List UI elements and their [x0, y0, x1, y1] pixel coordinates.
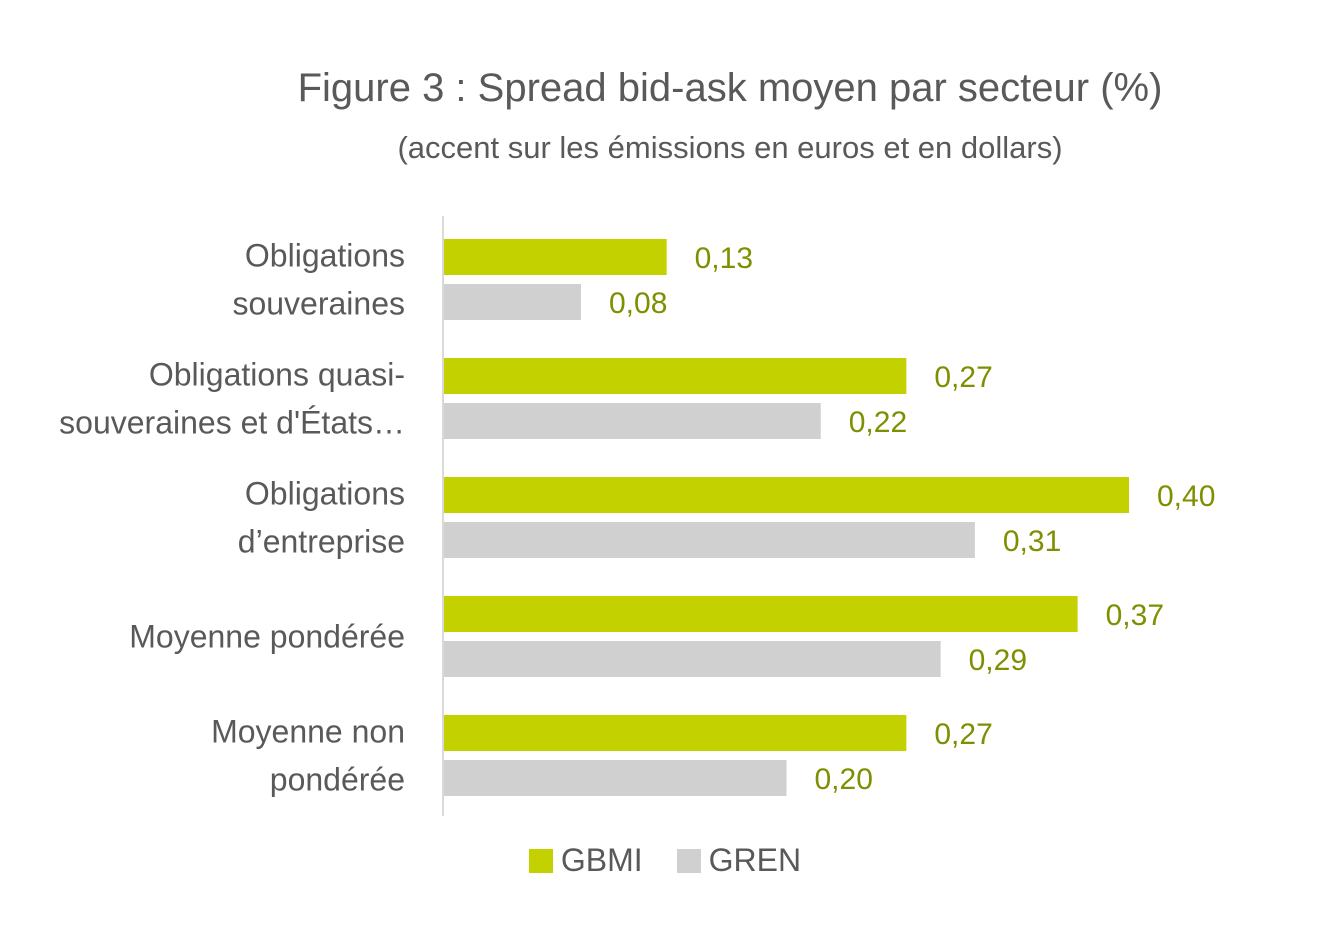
data-label-gbmi-0: 0,13: [695, 242, 753, 275]
bar-gren-4: [444, 760, 787, 796]
legend: GBMI GREN: [0, 842, 1330, 879]
category-label-0-line-1: souveraines: [232, 286, 405, 322]
legend-label-gren: GREN: [708, 842, 802, 878]
data-label-gbmi-1: 0,27: [934, 361, 992, 394]
bar-gbmi-2: [444, 477, 1129, 513]
data-label-gbmi-2: 0,40: [1157, 480, 1215, 513]
chart-subtitle: (accent sur les émissions en euros et en…: [397, 130, 1063, 165]
chart-title: Figure 3 : Spread bid-ask moyen par sect…: [297, 66, 1163, 110]
data-label-gren-0: 0,08: [609, 287, 667, 320]
data-label-gren-3: 0,29: [969, 644, 1027, 677]
bar-gren-3: [444, 641, 941, 677]
legend-item-gbmi: GBMI: [528, 842, 643, 879]
category-label-1-line-0: Obligations quasi-: [149, 357, 405, 393]
data-label-gren-1: 0,22: [849, 406, 907, 439]
legend-swatch-gbmi: [528, 848, 553, 873]
category-label-0-line-0: Obligations: [245, 238, 405, 274]
category-label-4-line-0: Moyenne non: [211, 714, 405, 750]
category-label-2-line-1: d’entreprise: [238, 524, 405, 560]
category-label-4-line-1: pondérée: [270, 762, 405, 798]
category-label-2-line-0: Obligations: [245, 476, 405, 512]
legend-item-gren: GREN: [676, 842, 802, 879]
bar-gren-1: [444, 403, 821, 439]
data-label-gbmi-3: 0,37: [1106, 599, 1164, 632]
bar-gren-2: [444, 522, 975, 558]
data-label-gbmi-4: 0,27: [934, 718, 992, 751]
bar-gbmi-3: [444, 596, 1078, 632]
bar-gbmi-0: [444, 239, 667, 275]
category-label-1-line-1: souveraines et d'États…: [59, 405, 405, 441]
legend-swatch-gren: [676, 848, 701, 873]
data-label-gren-2: 0,31: [1003, 525, 1061, 558]
bar-gren-0: [444, 284, 581, 320]
bar-gbmi-4: [444, 715, 907, 751]
category-label-3-line-0: Moyenne pondérée: [129, 619, 405, 655]
data-label-gren-4: 0,20: [815, 763, 873, 796]
bar-gbmi-1: [444, 358, 907, 394]
legend-label-gbmi: GBMI: [560, 842, 643, 878]
